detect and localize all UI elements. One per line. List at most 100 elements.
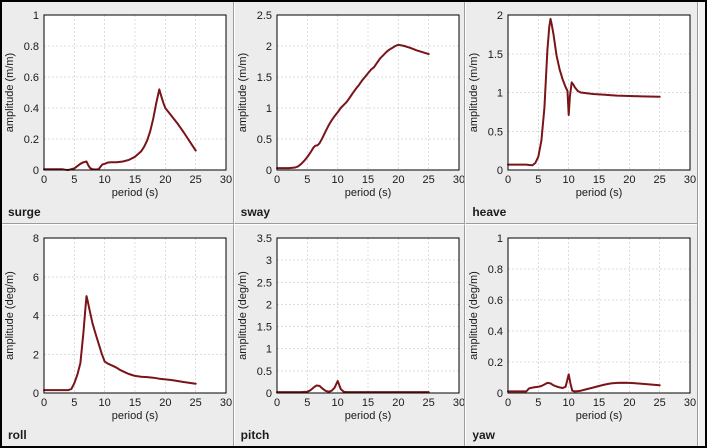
svg-text:0.2: 0.2 (24, 134, 39, 146)
svg-text:2.5: 2.5 (256, 277, 271, 289)
svg-text:5: 5 (71, 174, 77, 186)
svg-text:10: 10 (99, 397, 111, 409)
roll-chart: 0 5 10 15 20 25 30 0 2 4 6 8 period (s) amplitude (de… (4, 233, 232, 422)
svg-text:0.2: 0.2 (488, 357, 503, 369)
svg-text:10: 10 (563, 174, 575, 186)
pitch-label: pitch (240, 428, 270, 442)
svg-text:25: 25 (422, 174, 434, 186)
svg-text:30: 30 (684, 174, 696, 186)
svg-text:0: 0 (41, 174, 47, 186)
yaw-label: yaw (472, 428, 496, 442)
svg-text:0: 0 (33, 388, 39, 400)
svg-text:15: 15 (362, 397, 374, 409)
svg-text:0.5: 0.5 (256, 366, 271, 378)
svg-text:2.5: 2.5 (256, 10, 271, 22)
svg-text:period (s): period (s) (112, 187, 158, 199)
heave-panel: 0 5 10 15 20 25 30 0 0.5 1 1.5 2 period (s) amplitude… (465, 2, 697, 224)
svg-text:30: 30 (684, 397, 696, 409)
svg-text:0.6: 0.6 (24, 72, 39, 84)
svg-text:30: 30 (220, 174, 232, 186)
svg-text:amplitude (m/m): amplitude (m/m) (468, 53, 480, 132)
svg-text:period (s): period (s) (576, 410, 622, 422)
svg-text:15: 15 (129, 397, 141, 409)
svg-text:30: 30 (453, 397, 465, 409)
svg-text:0: 0 (497, 388, 503, 400)
svg-text:25: 25 (654, 174, 666, 186)
surge-chart: 0 5 10 15 20 25 30 0 0.2 0.4 0.6 0.8 1 period (s) ampl… (4, 10, 232, 199)
svg-text:10: 10 (99, 174, 111, 186)
svg-text:5: 5 (304, 397, 310, 409)
svg-text:0.4: 0.4 (488, 326, 503, 338)
svg-text:20: 20 (624, 397, 636, 409)
svg-text:5: 5 (536, 174, 542, 186)
svg-text:25: 25 (654, 397, 666, 409)
svg-text:2: 2 (266, 299, 272, 311)
surge-panel: 0 5 10 15 20 25 30 0 0.2 0.4 0.6 0.8 1 period (s) ampl… (2, 2, 234, 224)
svg-text:1: 1 (33, 10, 39, 22)
svg-text:5: 5 (304, 174, 310, 186)
svg-text:amplitude (m/m): amplitude (m/m) (237, 53, 249, 132)
svg-text:0.6: 0.6 (488, 295, 503, 307)
svg-text:0: 0 (505, 397, 511, 409)
svg-text:20: 20 (159, 397, 171, 409)
svg-text:period (s): period (s) (344, 187, 390, 199)
svg-text:0: 0 (41, 397, 47, 409)
svg-text:15: 15 (362, 174, 374, 186)
yaw-panel: 0 5 10 15 20 25 30 0 0.2 0.4 0.6 0.8 1 period (s) ampl… (465, 224, 697, 446)
svg-text:1.5: 1.5 (488, 49, 503, 61)
svg-text:1.5: 1.5 (256, 322, 271, 334)
svg-text:0: 0 (497, 165, 503, 177)
roll-label: roll (8, 428, 27, 442)
svg-text:3: 3 (266, 255, 272, 267)
svg-text:25: 25 (190, 397, 202, 409)
svg-text:25: 25 (422, 397, 434, 409)
svg-text:2: 2 (497, 10, 503, 22)
svg-text:0.8: 0.8 (24, 41, 39, 53)
right-gutter (697, 2, 705, 446)
svg-text:20: 20 (624, 174, 636, 186)
svg-text:10: 10 (331, 174, 343, 186)
svg-text:15: 15 (593, 397, 605, 409)
svg-text:8: 8 (33, 233, 39, 245)
svg-text:4: 4 (33, 311, 39, 323)
svg-text:3.5: 3.5 (256, 233, 271, 245)
svg-text:0: 0 (274, 397, 280, 409)
svg-text:20: 20 (392, 174, 404, 186)
svg-text:0: 0 (266, 165, 272, 177)
svg-text:0.5: 0.5 (256, 134, 271, 146)
svg-text:period (s): period (s) (112, 410, 158, 422)
yaw-chart: 0 5 10 15 20 25 30 0 0.2 0.4 0.6 0.8 1 period (s) ampl… (468, 233, 696, 422)
svg-text:0: 0 (266, 388, 272, 400)
surge-label: surge (8, 205, 41, 219)
heave-label: heave (472, 205, 507, 219)
svg-text:0: 0 (505, 174, 511, 186)
svg-text:5: 5 (71, 397, 77, 409)
svg-text:0: 0 (274, 174, 280, 186)
svg-text:2: 2 (266, 41, 272, 53)
sway-label: sway (240, 205, 271, 219)
svg-text:1: 1 (497, 233, 503, 245)
svg-text:2: 2 (33, 349, 39, 361)
svg-text:period (s): period (s) (576, 187, 622, 199)
heave-chart: 0 5 10 15 20 25 30 0 0.5 1 1.5 2 period (s) amplitude… (468, 10, 696, 199)
svg-text:period (s): period (s) (344, 410, 390, 422)
svg-text:25: 25 (190, 174, 202, 186)
svg-text:1: 1 (266, 103, 272, 115)
svg-text:amplitude (deg/m): amplitude (deg/m) (4, 271, 16, 360)
svg-text:0.4: 0.4 (24, 103, 39, 115)
sway-panel: 0 5 10 15 20 25 30 0 0.5 1 1.5 2 2.5 period (s) amplit… (233, 2, 466, 224)
svg-text:30: 30 (453, 174, 465, 186)
svg-text:0.5: 0.5 (488, 126, 503, 138)
svg-text:6: 6 (33, 272, 39, 284)
svg-text:0.8: 0.8 (488, 264, 503, 276)
svg-text:1.5: 1.5 (256, 72, 271, 84)
svg-text:1: 1 (266, 344, 272, 356)
svg-text:10: 10 (563, 397, 575, 409)
svg-text:amplitude (deg/m): amplitude (deg/m) (468, 271, 480, 360)
svg-text:15: 15 (129, 174, 141, 186)
svg-text:20: 20 (159, 174, 171, 186)
pitch-chart: 0 5 10 15 20 25 30 0 0.5 1 1.5 2 2.5 3 3.5 period (s) am… (237, 233, 465, 422)
svg-text:1: 1 (497, 88, 503, 100)
svg-text:10: 10 (331, 397, 343, 409)
